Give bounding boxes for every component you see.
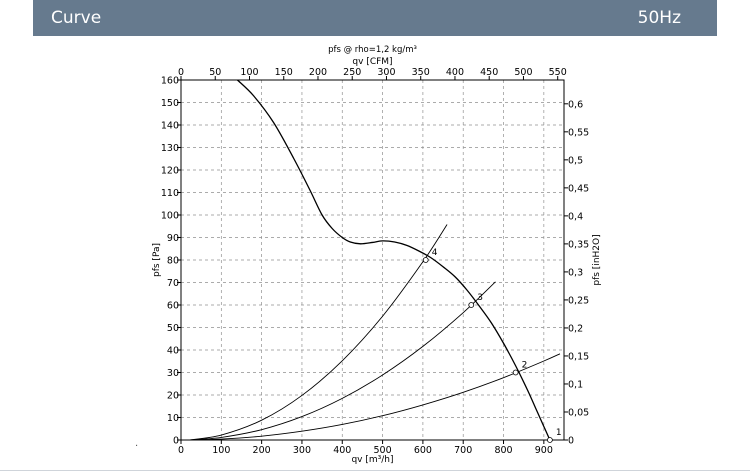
x-tick-label: 200 (253, 445, 271, 456)
header-title: Curve (51, 8, 102, 28)
x-tick-label: 500 (374, 445, 392, 456)
y-tick-label: 30 (167, 368, 179, 379)
y-tick-label: 130 (161, 143, 179, 154)
x-tick-label: 0 (178, 445, 184, 456)
x2-tick-label: 550 (549, 67, 567, 78)
x-axis-label: qv [m³/h] (351, 455, 393, 465)
x2-tick-label: 100 (240, 67, 258, 78)
chart-title: pfs @ rho=1,2 kg/m³ (328, 45, 417, 55)
x2-tick-label: 150 (275, 67, 293, 78)
y2-axis-label: pfs [inH2O] (592, 234, 602, 285)
y-tick-label: 140 (161, 121, 179, 132)
y-tick-label: 100 (161, 211, 179, 222)
x2-tick-label: 500 (514, 67, 532, 78)
y-tick-label: 70 (167, 278, 179, 289)
x2-tick-label: 200 (309, 67, 327, 78)
system-curve-line (188, 224, 448, 441)
bottom-divider (0, 470, 750, 471)
operating-point-marker (468, 302, 475, 308)
y2-tick-label: 0,4 (568, 211, 583, 222)
x2-tick-label: 0 (178, 67, 184, 78)
x2-tick-label: 450 (480, 67, 498, 78)
y2-tick-label: 0,25 (568, 295, 589, 306)
operating-point-label: 4 (432, 248, 438, 258)
chart-header: Curve 50Hz (33, 0, 717, 36)
header-frequency: 50Hz (637, 8, 681, 28)
x-tick-label: 400 (333, 445, 351, 456)
y-tick-label: 50 (167, 323, 179, 334)
y-tick-label: 20 (167, 391, 179, 402)
y2-tick-label: 0 (568, 436, 574, 447)
operating-point-marker (546, 437, 553, 443)
operating-point-label: 1 (556, 428, 562, 438)
x-tick-label: 600 (414, 445, 432, 456)
y-tick-label: 10 (167, 413, 179, 424)
operating-point-marker (422, 257, 429, 263)
y2-tick-label: 0,55 (568, 127, 589, 138)
x-tick-label: 900 (535, 445, 553, 456)
y2-tick-label: 0,05 (568, 407, 589, 418)
y2-tick-label: 0,45 (568, 183, 589, 194)
x2-axis-label: qv [CFM] (352, 57, 392, 67)
y-tick-label: 60 (167, 301, 179, 312)
x2-tick-label: 400 (446, 67, 464, 78)
y-tick-label: 160 (161, 76, 179, 87)
x2-tick-label: 50 (209, 67, 221, 78)
system-curve-line (189, 281, 496, 441)
y2-tick-label: 0,15 (568, 351, 589, 362)
x-tick-label: 100 (212, 445, 230, 456)
x-tick-label: 700 (454, 445, 472, 456)
y-tick-label: 40 (167, 346, 179, 357)
y2-tick-label: 0,3 (568, 267, 583, 278)
y-tick-label: 150 (161, 98, 179, 109)
x2-tick-label: 350 (412, 67, 430, 78)
y-tick-label: 110 (161, 188, 179, 199)
y2-tick-label: 0,35 (568, 239, 589, 250)
y2-tick-label: 0,1 (568, 379, 583, 390)
operating-point-marker (512, 369, 519, 376)
operating-point-label: 3 (477, 293, 483, 303)
x2-tick-label: 300 (377, 67, 395, 78)
fan-curve-line (236, 79, 551, 441)
y-tick-label: 120 (161, 166, 179, 177)
x-tick-label: 300 (293, 445, 311, 456)
y2-tick-label: 0,2 (568, 323, 583, 334)
y-tick-label: 0 (173, 436, 179, 447)
y-tick-label: 90 (167, 233, 179, 244)
x2-tick-label: 250 (343, 67, 361, 78)
operating-point-label: 2 (522, 361, 528, 371)
y-tick-label: 80 (167, 256, 179, 267)
x-tick-label: 800 (494, 445, 512, 456)
y2-tick-label: 0,5 (568, 155, 583, 166)
y2-tick-label: 0,6 (568, 99, 583, 110)
stray-dot: . (135, 438, 139, 449)
y-axis-label: pfs [Pa] (152, 243, 162, 277)
